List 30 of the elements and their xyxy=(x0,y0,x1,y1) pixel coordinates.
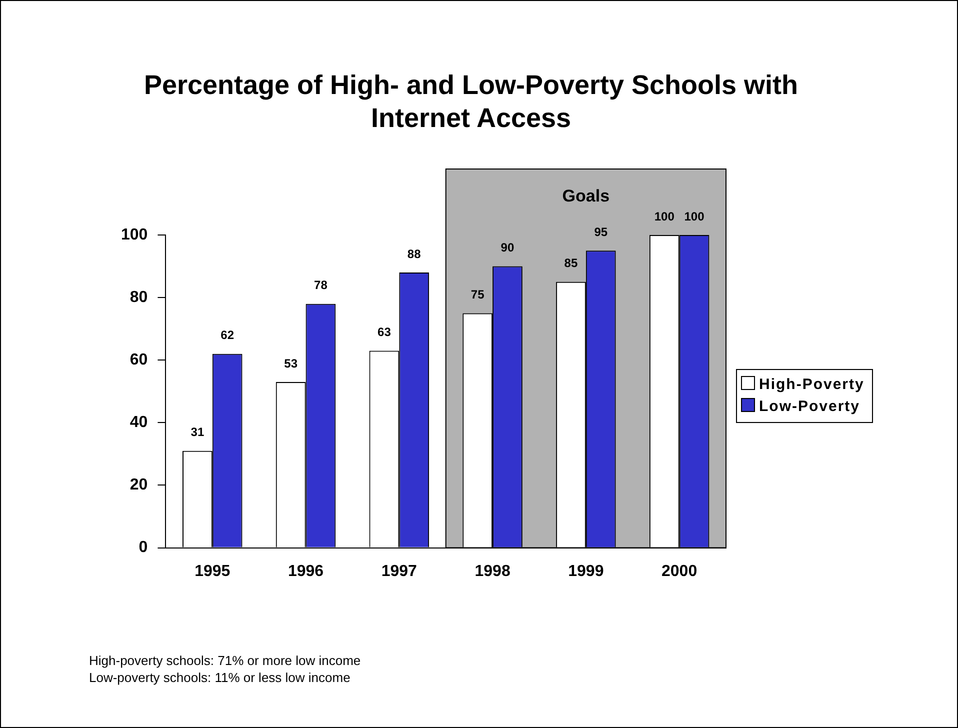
data-label: 53 xyxy=(284,356,298,370)
data-label: 100 xyxy=(654,209,675,224)
x-tick-label: 2000 xyxy=(662,562,698,580)
text: High-poverty schools: 71% or more low income xyxy=(89,652,361,669)
text: High-Poverty xyxy=(759,376,864,394)
y-tick-label: 40 xyxy=(130,414,148,432)
x-tick-label: 1997 xyxy=(381,562,418,580)
data-label: 31 xyxy=(190,425,204,440)
data-label: 62 xyxy=(220,328,234,342)
band-label: Goals xyxy=(562,186,610,206)
x-tick-label: 1999 xyxy=(568,562,604,580)
y-tick-label: 20 xyxy=(130,476,148,494)
data-label: 100 xyxy=(684,209,705,224)
y-tick-label: 80 xyxy=(130,288,148,306)
legend-label: Low-Poverty xyxy=(759,398,860,416)
data-label: 75 xyxy=(470,288,485,302)
data-label: 63 xyxy=(378,325,392,340)
data-label: 95 xyxy=(594,224,608,239)
x-tick-label: 1995 xyxy=(194,562,230,580)
data-label: 90 xyxy=(500,240,514,255)
y-tick-label: 100 xyxy=(120,226,148,244)
text: Low-poverty schools: 11% or less low income xyxy=(89,669,352,686)
x-tick-label: 1998 xyxy=(474,562,510,580)
y-tick-label: 0 xyxy=(138,539,148,556)
x-tick-label: 1996 xyxy=(288,562,324,580)
y-tick-label: 60 xyxy=(130,352,148,369)
data-label: 78 xyxy=(314,278,328,292)
data-label: 88 xyxy=(407,246,422,261)
data-label: 85 xyxy=(564,256,578,270)
chart-title: Percentage of High- and Low-Poverty Schools with Internet Access xyxy=(142,69,800,135)
